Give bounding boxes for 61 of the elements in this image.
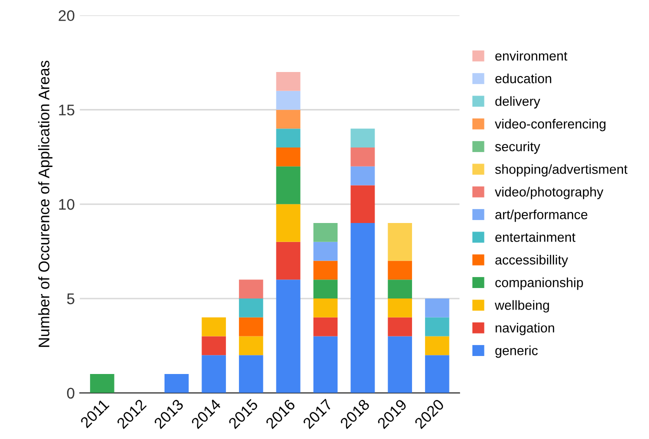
bar — [313, 336, 338, 393]
bar — [238, 280, 264, 299]
bar — [202, 355, 226, 393]
bar — [276, 242, 300, 280]
bar — [350, 185, 375, 224]
bar — [388, 298, 412, 318]
bar — [313, 223, 338, 242]
legend-label: delivery — [495, 96, 540, 109]
legend-label: video-conferencing — [494, 118, 606, 132]
legend-label: security — [495, 142, 540, 154]
bar — [238, 355, 264, 393]
bar — [276, 72, 300, 91]
bar — [276, 110, 300, 129]
y-tick-label: 10 — [59, 199, 74, 210]
bar — [350, 223, 375, 393]
bar — [238, 317, 264, 336]
bar — [388, 317, 412, 336]
legend-label: companionship — [495, 278, 583, 290]
bar — [425, 355, 450, 393]
legend-label: environment — [495, 50, 568, 61]
bar — [350, 166, 375, 186]
bar — [350, 128, 375, 148]
bar — [313, 317, 338, 336]
bar — [388, 280, 412, 299]
bar — [350, 148, 375, 166]
bar — [276, 280, 300, 393]
y-axis-title: Number of Occurence of Application Areas — [38, 60, 52, 347]
legend-label: entertainment — [495, 232, 576, 242]
bar — [238, 336, 264, 356]
bar — [276, 148, 300, 166]
bar — [276, 90, 300, 110]
bar — [388, 336, 412, 393]
bar — [90, 374, 114, 393]
bar — [202, 336, 226, 356]
bar — [238, 298, 264, 318]
legend-label: education — [495, 74, 552, 84]
y-tick-label: 5 — [67, 294, 74, 304]
bar — [313, 298, 338, 318]
legend-label: generic — [495, 346, 538, 358]
legend-label: accessibillity — [495, 254, 568, 268]
legend-label: wellbeing — [494, 300, 549, 312]
legend-label: art/performance — [495, 210, 588, 222]
bar — [313, 280, 338, 299]
bar — [202, 317, 226, 336]
y-tick-label: 0 — [67, 388, 74, 399]
bar — [313, 260, 338, 280]
bar — [425, 336, 450, 356]
bar — [276, 128, 300, 148]
y-tick-label: 20 — [58, 10, 74, 22]
legend-label: shopping/advertisment — [495, 164, 628, 177]
bar — [425, 317, 450, 336]
bar — [425, 298, 450, 318]
bar — [276, 166, 300, 204]
legend-label: video/photography — [494, 186, 604, 200]
legend-label: navigation — [496, 322, 554, 336]
bar — [313, 242, 338, 261]
bar — [388, 223, 412, 261]
bar — [276, 204, 300, 242]
bar — [164, 374, 189, 393]
y-tick-label: 15 — [59, 104, 74, 116]
bar — [388, 260, 412, 280]
